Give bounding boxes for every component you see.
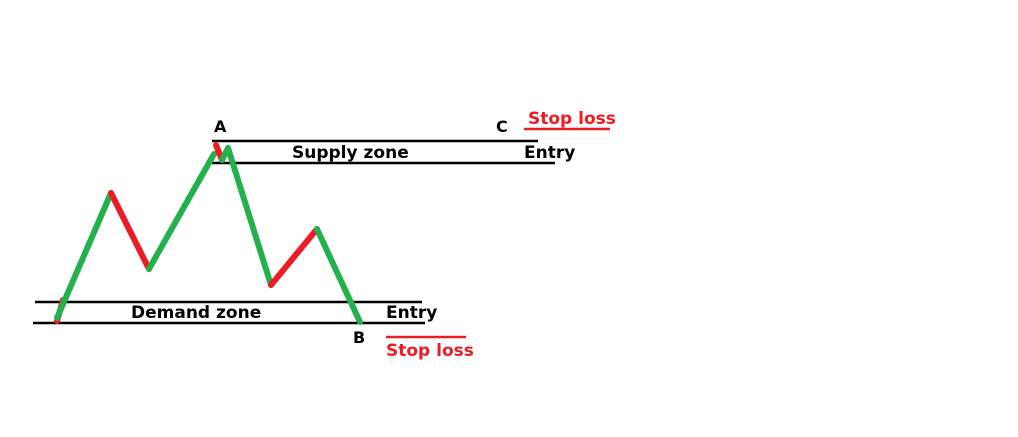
supply-zone-label: Supply zone [292,143,409,163]
price-leg-up [268,226,320,288]
point-c-label: C [496,117,508,136]
point-b-label: B [353,328,365,347]
price-path [54,142,363,325]
buy-entry-label: Entry [386,303,437,323]
buy-stop-loss-label: Stop loss [386,341,474,361]
price-leg-up [146,151,217,272]
demand-zone-label: Demand zone [131,303,261,323]
point-a-label: A [214,117,227,136]
price-leg-down [108,190,152,272]
price-leg-down [225,145,274,288]
price-leg-up [54,190,114,321]
price-leg-down [314,226,363,325]
sell-entry-label: Entry [524,143,575,163]
sell-stop-loss-label: Stop loss [528,109,616,129]
